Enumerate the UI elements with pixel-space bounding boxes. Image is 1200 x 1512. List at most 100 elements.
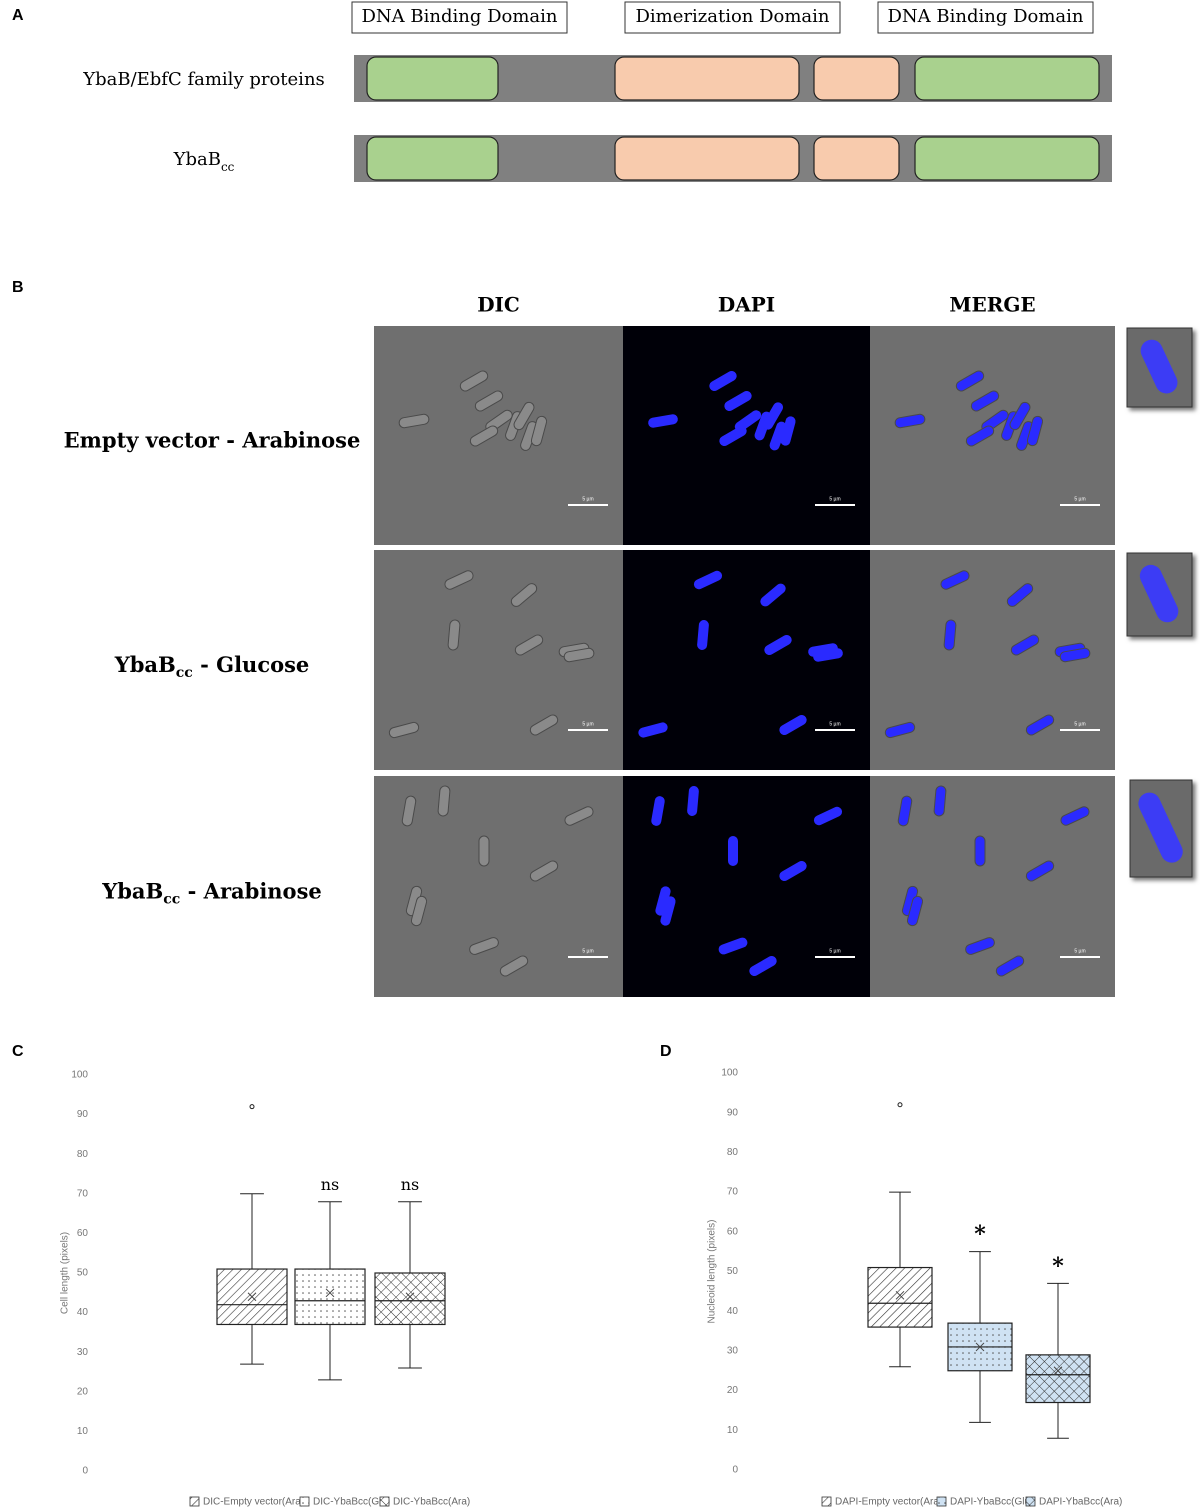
- micrograph: [374, 550, 623, 770]
- cell: [638, 722, 668, 738]
- cell: [724, 391, 752, 411]
- legend-swatch: [299, 1496, 310, 1507]
- y-tick-label: 90: [727, 1107, 739, 1118]
- domain-block: [366, 136, 499, 181]
- y-tick-label: 60: [727, 1226, 739, 1237]
- row-label-name: Empty vector - Arabinose: [64, 427, 361, 452]
- inset-cell: [1139, 564, 1179, 623]
- cell: [709, 371, 737, 391]
- y-tick-label: 20: [727, 1385, 739, 1396]
- cell: [943, 619, 957, 651]
- legend-swatch: [379, 1496, 390, 1507]
- cell: [1060, 806, 1090, 826]
- legend-label: DIC-Empty vector(Ara): [203, 1497, 304, 1508]
- mean-marker: [247, 1292, 257, 1302]
- inset-cell: [1140, 339, 1178, 394]
- cell: [940, 570, 970, 590]
- cell: [974, 835, 986, 867]
- y-tick-label: 70: [727, 1187, 739, 1198]
- scale-bar-label: 5 µm: [829, 496, 840, 502]
- box-group: ns: [374, 1175, 446, 1369]
- scale-bar-label: 5 µm: [582, 496, 593, 502]
- panel-label: C: [12, 1043, 24, 1060]
- domain-header-box: [877, 1, 1094, 34]
- cell: [749, 956, 777, 976]
- cell: [388, 721, 420, 739]
- cell: [884, 721, 916, 739]
- cell: [687, 786, 699, 816]
- row-label: Empty vector - Arabinose: [64, 427, 361, 452]
- cell: [648, 414, 678, 428]
- cell: [813, 806, 843, 826]
- cell: [530, 415, 548, 447]
- row-label-subscript: cc: [176, 665, 193, 681]
- cell: [693, 570, 723, 590]
- cell: [728, 836, 738, 866]
- cell: [719, 426, 747, 446]
- mean-marker: [405, 1292, 415, 1302]
- box-group: [216, 1104, 288, 1365]
- y-tick-label: 40: [727, 1306, 739, 1317]
- significance-label: ns: [321, 1175, 340, 1194]
- box-group: *: [947, 1222, 1013, 1423]
- box: [1025, 1354, 1091, 1404]
- mean-marker: [895, 1290, 905, 1300]
- y-tick-label: 90: [77, 1109, 89, 1120]
- domain-block: [914, 136, 1100, 181]
- cell: [499, 955, 529, 977]
- row-label-name: YbaB: [101, 878, 163, 903]
- cell: [529, 714, 559, 736]
- cell: [513, 401, 535, 431]
- domain-block: [813, 136, 900, 181]
- cell: [563, 647, 595, 663]
- cell: [469, 937, 499, 955]
- protein-label: YbaBcc: [173, 149, 235, 174]
- domain-block: [813, 56, 900, 101]
- significance-label: *: [1052, 1253, 1064, 1279]
- y-tick-label: 20: [77, 1386, 89, 1397]
- cell: [894, 413, 926, 429]
- cell: [514, 634, 544, 656]
- domain-header: Dimerization Domain: [635, 6, 829, 27]
- cell: [955, 370, 985, 392]
- row-label-name: YbaB: [114, 652, 176, 677]
- cell: [1059, 647, 1091, 663]
- cell: [437, 785, 451, 817]
- protein-subscript: cc: [221, 160, 235, 174]
- cell: [398, 413, 430, 429]
- scale-bar-label: 5 µm: [1074, 496, 1085, 502]
- cell: [474, 390, 504, 412]
- cell: [965, 425, 995, 447]
- y-tick-label: 0: [732, 1465, 738, 1476]
- significance-label: *: [974, 1222, 986, 1248]
- y-axis-label: Nucleoid length (pixels): [707, 1220, 718, 1324]
- y-tick-label: 40: [77, 1307, 89, 1318]
- significance-label: ns: [401, 1175, 420, 1194]
- legend-label: DIC-YbaBcc(Glu): [313, 1497, 390, 1508]
- box: [374, 1272, 446, 1326]
- cell: [478, 835, 490, 867]
- cell: [697, 620, 709, 650]
- row-label-suffix: - Arabinose: [180, 878, 321, 903]
- micrograph: [870, 326, 1115, 545]
- box-group: *: [1025, 1253, 1091, 1439]
- domain-block: [914, 56, 1100, 101]
- panel-label: B: [12, 279, 24, 296]
- y-tick-label: 0: [82, 1466, 88, 1477]
- box-group: [867, 1102, 933, 1368]
- mean-marker: [975, 1342, 985, 1352]
- cell: [780, 416, 796, 446]
- legend-label: DAPI-YbaBcc(Ara): [1039, 1497, 1122, 1508]
- cell: [970, 390, 1000, 412]
- domain-block: [366, 56, 499, 101]
- protein-label: YbaB/EbfC family proteins: [82, 69, 325, 90]
- cell: [447, 619, 461, 651]
- legend-swatch: [189, 1496, 200, 1507]
- cell: [1025, 860, 1055, 882]
- y-tick-label: 10: [727, 1425, 739, 1436]
- y-tick-label: 30: [77, 1347, 89, 1358]
- scale-bar-label: 5 µm: [829, 948, 840, 954]
- scale-bar-label: 5 µm: [829, 721, 840, 727]
- inset-cell: [1138, 792, 1183, 863]
- cell: [779, 715, 807, 735]
